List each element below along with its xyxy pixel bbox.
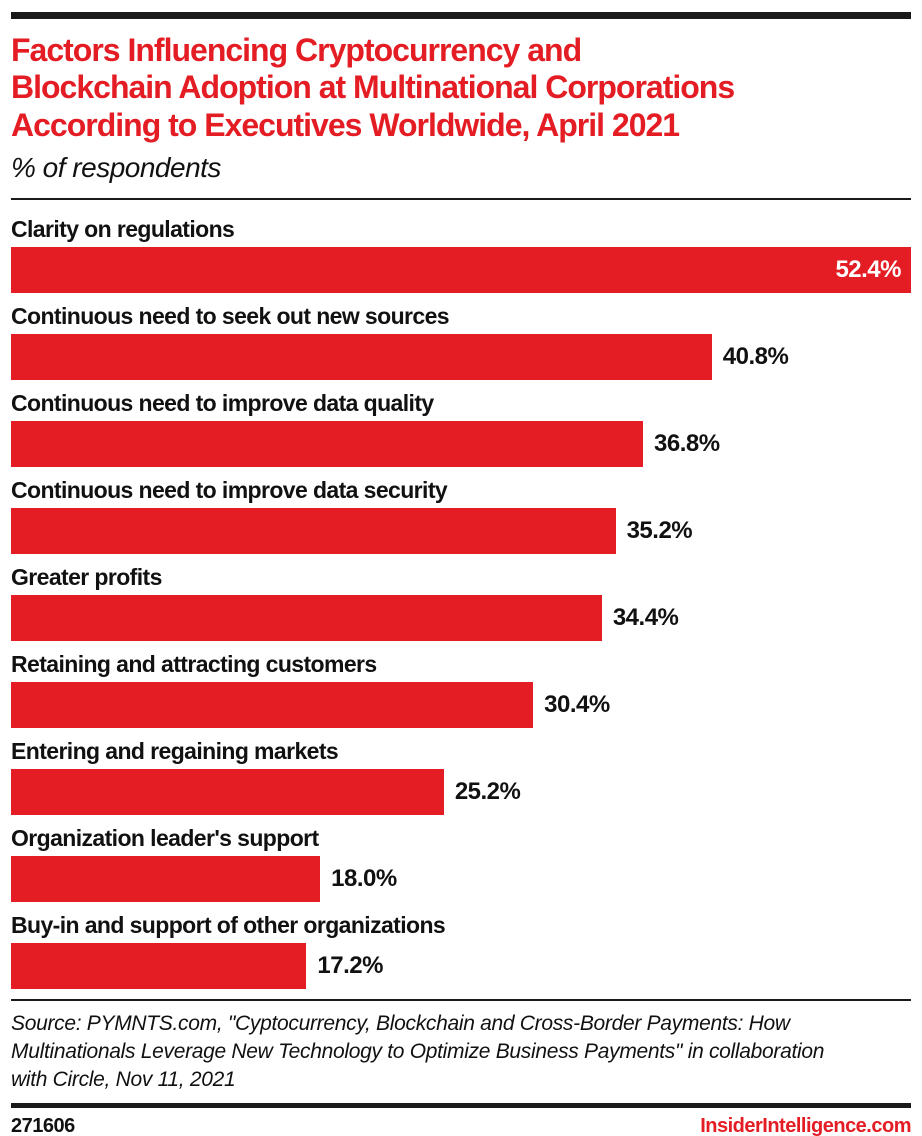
source-line-3: with Circle, Nov 11, 2021 — [11, 1068, 236, 1092]
bar-row: Clarity on regulations 52.4% — [11, 216, 911, 294]
top-rule — [11, 12, 911, 19]
bar-label: Organization leader's support — [11, 825, 319, 852]
bar-row: Buy-in and support of other organization… — [11, 912, 911, 990]
bar-label: Buy-in and support of other organization… — [11, 912, 446, 939]
bar-row: Retaining and attracting customers 30.4% — [11, 651, 911, 729]
bar-track: 17.2% — [11, 943, 911, 990]
source-line-2: Multinationals Leverage New Technology t… — [11, 1040, 825, 1064]
bar-row: Continuous need to improve data security… — [11, 477, 911, 555]
bar-track: 35.2% — [11, 508, 911, 555]
bar-value: 17.2% — [317, 952, 383, 980]
bar-row: Continuous need to improve data quality … — [11, 390, 911, 468]
bar-row: Organization leader's support 18.0% — [11, 825, 911, 903]
bar — [11, 334, 712, 381]
bar-value: 30.4% — [544, 691, 610, 719]
bar-value: 36.8% — [654, 430, 720, 458]
bar-label: Greater profits — [11, 564, 162, 591]
page-subtitle: % of respondents — [11, 152, 221, 184]
bar — [11, 508, 616, 555]
bar-label: Entering and regaining markets — [11, 738, 339, 765]
page-title-line-2: Blockchain Adoption at Multinational Cor… — [11, 69, 735, 106]
source-divider — [11, 999, 911, 1002]
bar-track: 34.4% — [11, 595, 911, 642]
bar-value: 35.2% — [626, 517, 693, 545]
bar-row: Greater profits 34.4% — [11, 564, 911, 642]
bar-label: Retaining and attracting customers — [11, 651, 377, 678]
bar-chart: Clarity on regulations 52.4% Continuous … — [11, 216, 911, 990]
chart-id: 271606 — [11, 1115, 75, 1136]
bar-value: 52.4% — [835, 256, 901, 284]
footer-divider — [11, 1103, 911, 1109]
bar-value: 34.4% — [612, 604, 679, 632]
page-title-line-3: According to Executives Worldwide, April… — [11, 106, 680, 143]
bar-value: 18.0% — [331, 865, 397, 893]
bar-label: Continuous need to seek out new sources — [11, 303, 450, 330]
brand-link[interactable]: InsiderIntelligence.com — [700, 1115, 911, 1136]
source-note: Source: PYMNTS.com, "Cyptocurrency, Bloc… — [11, 1010, 911, 1094]
bar — [11, 247, 911, 294]
bar — [11, 682, 534, 729]
bar — [11, 856, 321, 903]
bar — [11, 769, 444, 816]
bar-row: Entering and regaining markets 25.2% — [11, 738, 911, 816]
page-title-line-1: Factors Influencing Cryptocurrency and — [11, 32, 582, 68]
bar-value: 40.8% — [722, 343, 789, 371]
bar-label: Clarity on regulations — [11, 216, 235, 243]
bar — [11, 421, 644, 468]
bar-row: Continuous need to seek out new sources … — [11, 303, 911, 381]
bar-track: 52.4% — [11, 247, 911, 294]
bar — [11, 943, 307, 990]
header-divider — [11, 198, 911, 201]
bar — [11, 595, 602, 642]
bar-label: Continuous need to improve data security — [11, 477, 448, 504]
bar-track: 30.4% — [11, 682, 911, 729]
bar-label: Continuous need to improve data quality — [11, 390, 434, 417]
bar-value: 25.2% — [454, 778, 521, 806]
bar-track: 18.0% — [11, 856, 911, 903]
bar-track: 36.8% — [11, 421, 911, 468]
bar-track: 40.8% — [11, 334, 911, 381]
footer: 271606 InsiderIntelligence.com — [11, 1108, 911, 1136]
bar-track: 25.2% — [11, 769, 911, 816]
source-line-1: Source: PYMNTS.com, "Cyptocurrency, Bloc… — [11, 1012, 790, 1036]
page-title: Factors Influencing Cryptocurrency and B… — [11, 32, 911, 144]
